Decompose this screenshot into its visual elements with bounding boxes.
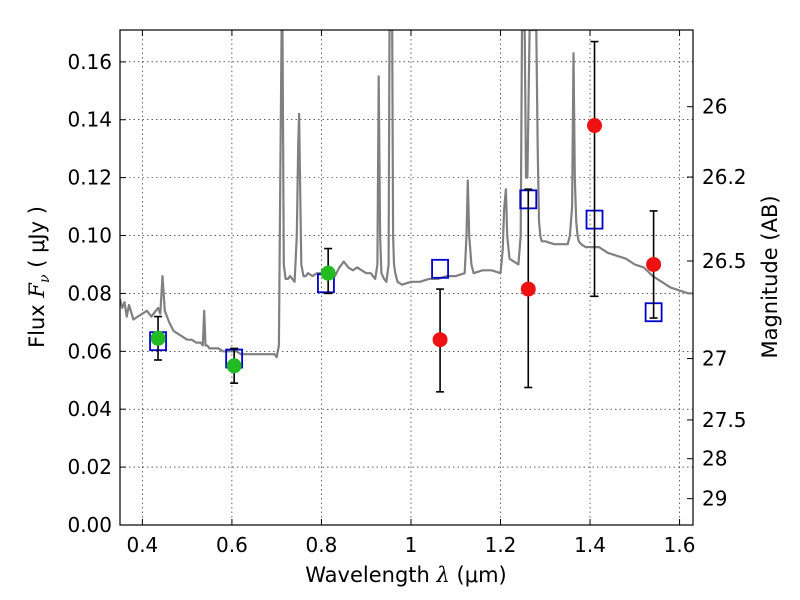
x-axis-label: Wavelength λ (μm): [305, 563, 506, 587]
y2-tick-label: 27.5: [702, 408, 747, 432]
y-tick-label: 0.00: [67, 513, 112, 537]
observed-point: [520, 281, 536, 297]
observed-point: [432, 332, 448, 348]
x-tick-label: 0.4: [126, 533, 158, 557]
y2-tick-label: 26.2: [702, 165, 747, 189]
x-tick-label: 1.4: [574, 533, 606, 557]
x-tick-label: 1.6: [664, 533, 696, 557]
observed-point: [150, 330, 166, 346]
spectrum-line: [120, 30, 693, 359]
y-tick-label: 0.16: [67, 50, 112, 74]
y-tick-label: 0.06: [67, 339, 112, 363]
model-square-point: [431, 258, 449, 279]
y2-tick-label: 26.5: [702, 249, 747, 273]
x-tick-label: 0.6: [216, 533, 248, 557]
plot-area: [120, 30, 693, 393]
y-tick-label: 0.12: [67, 166, 112, 190]
axis-ticks: 0.4 0.6 0.8 1 1.2 1.4 1.6 0.00 0.02 0.04 0.06 0.08 0…: [67, 30, 747, 557]
observed-point: [226, 358, 242, 374]
plot-frame: [119, 29, 694, 526]
y2-tick-label: 29: [702, 487, 727, 511]
y-tick-label: 0.02: [67, 455, 112, 479]
y-tick-label: 0.14: [67, 108, 112, 132]
observed-point: [646, 256, 662, 272]
y-tick-label: 0.04: [67, 397, 112, 421]
x-tick-label: 0.8: [306, 533, 338, 557]
y2-tick-label: 26: [702, 95, 727, 119]
y-tick-label: 0.08: [67, 281, 112, 305]
y-tick-label: 0.10: [67, 224, 112, 248]
y2-tick-label: 28: [702, 447, 727, 471]
observed-point: [320, 265, 336, 281]
observed-point: [587, 118, 603, 134]
y2-tick-label: 27: [702, 347, 727, 371]
x-tick-label: 1.2: [485, 533, 517, 557]
y2-axis-label: Magnitude (AB): [758, 195, 782, 358]
y-axis-label: Flux Fν ( μJy ): [25, 206, 53, 348]
x-tick-label: 1: [405, 533, 418, 557]
grid-lines: [120, 30, 693, 526]
